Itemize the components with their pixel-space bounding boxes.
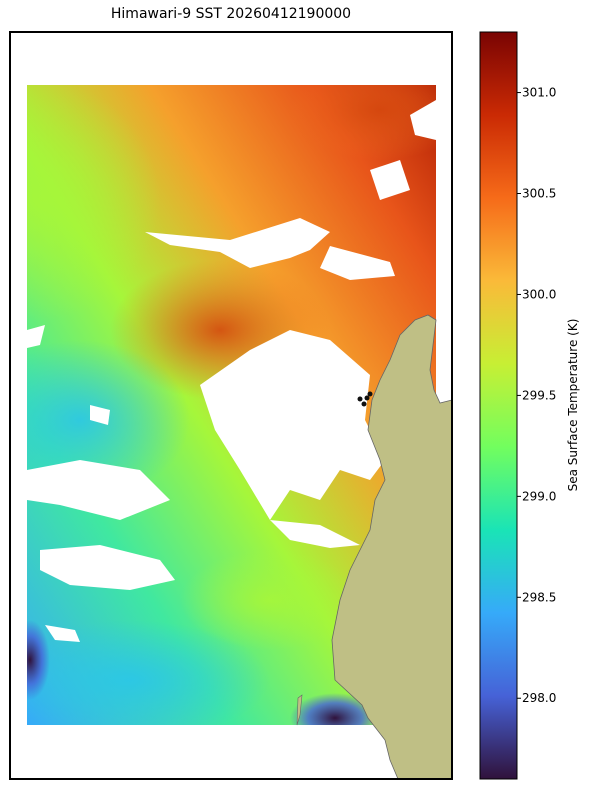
colorbar-tick-label: 300.0 (522, 287, 556, 301)
map-frame (9, 31, 453, 780)
sst-field (27, 85, 436, 725)
colorbar-tick-label: 298.0 (522, 691, 556, 705)
colorbar-tick-label: 298.5 (522, 590, 556, 604)
colorbar-tick-label: 299.0 (522, 489, 556, 503)
island (296, 694, 303, 726)
chart-title: Himawari-9 SST 20260412190000 (111, 6, 351, 22)
colorbar-label: Sea Surface Temperature (K) (566, 319, 580, 492)
colorbar-tick-label: 300.5 (522, 187, 556, 201)
stations (357, 391, 373, 407)
colorbar-tick-label: 301.0 (522, 86, 556, 100)
colorbar-tick-label: 299.5 (522, 388, 556, 402)
colorbar (479, 31, 518, 780)
